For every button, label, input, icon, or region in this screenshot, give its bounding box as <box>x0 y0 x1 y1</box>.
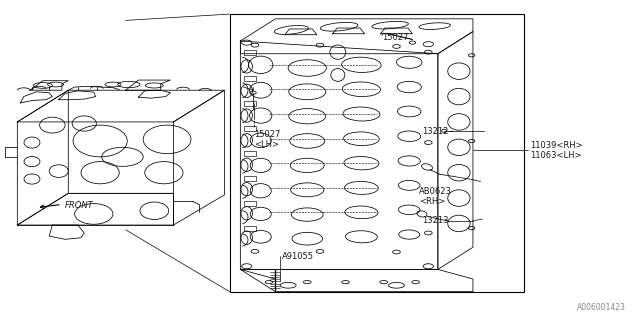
Text: 13212: 13212 <box>422 127 449 136</box>
Text: 15027: 15027 <box>383 33 409 42</box>
Text: AB0623
<RH>: AB0623 <RH> <box>419 187 452 206</box>
Text: A91055: A91055 <box>282 252 314 261</box>
Text: 15027
<LH>: 15027 <LH> <box>254 130 281 149</box>
Bar <box>244 151 256 156</box>
Polygon shape <box>17 90 68 225</box>
Polygon shape <box>173 90 225 225</box>
Bar <box>244 101 256 106</box>
Polygon shape <box>17 193 173 225</box>
Polygon shape <box>241 19 473 54</box>
Polygon shape <box>438 32 473 269</box>
Polygon shape <box>17 90 225 122</box>
Text: 13213: 13213 <box>422 216 449 225</box>
Text: 11039<RH>
11063<LH>: 11039<RH> 11063<LH> <box>531 141 583 160</box>
Bar <box>244 76 256 81</box>
Text: FRONT: FRONT <box>65 201 93 210</box>
Polygon shape <box>241 269 473 292</box>
Bar <box>244 176 256 181</box>
Bar <box>244 126 256 132</box>
Text: A006001423: A006001423 <box>577 303 626 312</box>
Polygon shape <box>241 41 438 269</box>
Bar <box>244 201 256 206</box>
Bar <box>230 14 524 292</box>
Bar <box>244 50 256 55</box>
Bar <box>244 226 256 231</box>
